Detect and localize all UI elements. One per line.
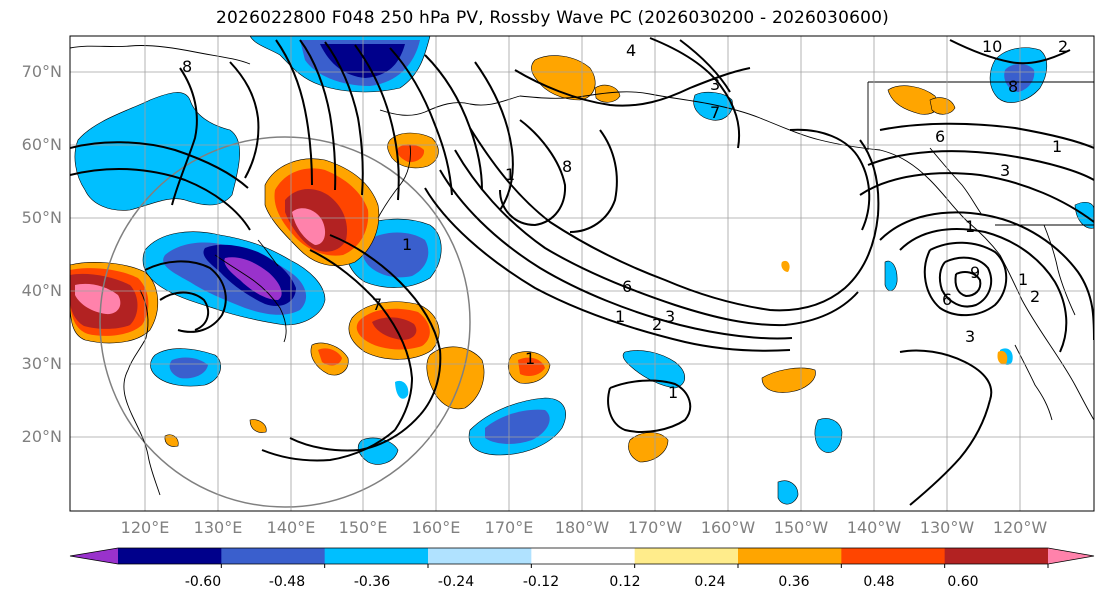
anomaly-positive-central [164, 55, 1008, 463]
map-title: 2026022800 F048 250 hPa PV, Rossby Wave … [216, 8, 889, 28]
lat-label: 70°N [21, 62, 62, 81]
lon-label: 160°E [411, 518, 461, 537]
colorbar-segment [428, 548, 532, 564]
contour-labels: 8 4 3 10 2 8 1 6 7 3 8 1 1 6 1 2 3 7 1 1… [182, 37, 1068, 402]
contour-label: 7 [710, 103, 720, 122]
map-border [69, 35, 1095, 512]
colorbar-tick-label: 0.12 [609, 574, 641, 590]
contour-label: 1 [965, 217, 975, 236]
anomaly-positive-kamchatka [264, 132, 439, 266]
lon-label: 170°E [484, 518, 534, 537]
colorbar-tick-label: -0.36 [353, 574, 391, 590]
contour-label: 2 [1030, 287, 1040, 306]
colorbar-extend-low [70, 548, 118, 564]
lon-label: 130°W [919, 518, 975, 537]
contour-label: 1 [402, 235, 412, 254]
contour-label: 1 [668, 383, 678, 402]
contour-label: 1 [1018, 270, 1028, 289]
pv-contours [70, 37, 1094, 506]
contour-label: 1 [505, 165, 515, 184]
contour-label: 3 [710, 75, 720, 94]
contour-label: 8 [562, 157, 572, 176]
radius-circle [99, 136, 471, 508]
contour-label: 3 [965, 327, 975, 346]
contour-label: 8 [1008, 77, 1018, 96]
colorbar-tick-label: 0.48 [863, 574, 895, 590]
lon-label: 150°E [338, 518, 388, 537]
colorbar-segment [531, 548, 636, 564]
contour-label: 1 [615, 307, 625, 326]
colorbar-segment [324, 548, 429, 564]
lon-label: 140°W [846, 518, 902, 537]
lat-label: 40°N [21, 281, 62, 300]
lon-label: 120°E [120, 518, 170, 537]
contour-label: 6 [622, 277, 632, 296]
lon-label: 130°E [193, 518, 243, 537]
colorbar-segment [738, 548, 842, 564]
colorbar-tick-label: 0.60 [947, 574, 979, 590]
contour-label: 1 [1052, 137, 1062, 156]
anomaly-positive-west [70, 262, 159, 344]
colorbar-tick-label: -0.24 [437, 574, 475, 590]
contour-label: 2 [1058, 37, 1068, 56]
contour-label: 7 [372, 295, 382, 314]
contour-label: 8 [182, 57, 192, 76]
contour-label: 4 [626, 41, 636, 60]
colorbar-tick-label: 0.24 [694, 574, 726, 590]
contour-label: 1 [525, 349, 535, 368]
colorbar-tick-label: -0.12 [522, 574, 560, 590]
colorbar-segment [221, 548, 326, 564]
colorbar-segment [841, 548, 946, 564]
lon-label: 140°E [266, 518, 316, 537]
anomaly-negative-central-pacific [357, 91, 1013, 505]
colorbar [69, 547, 1095, 568]
lat-label: 30°N [21, 354, 62, 373]
lat-label: 60°N [21, 135, 62, 154]
anomaly-negative-japan [142, 218, 442, 387]
colorbar-segment [944, 548, 1049, 564]
colorbar-extend-high [1048, 548, 1094, 564]
colorbar-tick-label: -0.60 [184, 574, 222, 590]
lat-label: 20°N [21, 427, 62, 446]
lon-label: 170°W [627, 518, 683, 537]
colorbar-segment [634, 548, 739, 564]
colorbar-segment [118, 548, 222, 564]
colorbar-tick-label: 0.36 [778, 574, 810, 590]
contour-label: 6 [935, 127, 945, 146]
contour-label: 2 [652, 315, 662, 334]
contour-label: 3 [1000, 161, 1010, 180]
colorbar-outline [69, 547, 1095, 565]
lon-label: 120°W [992, 518, 1048, 537]
lon-label: 160°W [700, 518, 756, 537]
contour-label: 9 [970, 263, 980, 282]
lat-label: 50°N [21, 208, 62, 227]
lon-label: 180°W [554, 518, 610, 537]
colorbar-tick-label: -0.48 [268, 574, 306, 590]
contour-label: 6 [942, 290, 952, 309]
lon-label: 150°W [773, 518, 829, 537]
contour-label: 10 [982, 37, 1002, 56]
contour-label: 3 [665, 307, 675, 326]
